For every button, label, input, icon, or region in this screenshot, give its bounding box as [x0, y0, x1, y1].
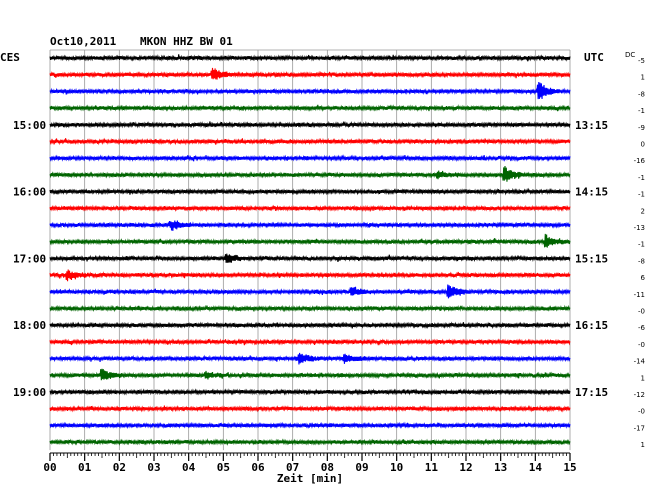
seismic-trace	[49, 154, 571, 162]
right-time-labels: 13:15 14:15 15:15 16:15 17:15	[575, 119, 608, 399]
dc-label: DC	[625, 51, 635, 59]
seismic-trace	[49, 220, 571, 231]
time-grid	[49, 49, 571, 451]
dc-offset-label: 2	[641, 207, 645, 215]
left-timezone-label: CES	[0, 51, 20, 64]
seismic-trace	[49, 204, 571, 213]
chart-station: MKON HHZ BW 01	[140, 35, 233, 48]
left-time-label: 18:00	[13, 319, 46, 332]
x-tick-label: 03	[147, 461, 160, 474]
right-time-label: 16:15	[575, 319, 608, 332]
dc-offset-label: -17	[634, 424, 645, 432]
left-time-label: 15:00	[13, 119, 46, 132]
x-tick-label: 09	[355, 461, 368, 474]
x-tick-label: 12	[459, 461, 472, 474]
x-axis: 00 01 02 03 04 05 06 07 08 09 10 11 12 13 14 15	[43, 452, 577, 474]
seismic-trace	[49, 352, 571, 365]
dc-offset-label: -11	[634, 291, 645, 299]
seismic-trace	[49, 421, 571, 430]
dc-offset-label: -9	[638, 124, 645, 132]
seismic-trace	[49, 187, 571, 196]
dc-offset-label: -8	[638, 90, 645, 98]
left-time-label: 19:00	[13, 386, 46, 399]
left-time-label: 16:00	[13, 186, 46, 199]
dc-offset-label: 1	[641, 441, 645, 449]
x-axis-title: Zeit [min]	[277, 472, 343, 485]
dc-offset-label: -1	[638, 107, 645, 115]
dc-offset-labels: -51-8-1-90-16-1-12-13-1-86-11-0-6-0-141-…	[634, 57, 646, 449]
dc-offset-label: -1	[638, 174, 645, 182]
dc-offset-label: 1	[641, 374, 645, 382]
seismic-trace	[49, 120, 571, 129]
dc-offset-label: 0	[641, 141, 645, 149]
x-tick-label: 15	[563, 461, 576, 474]
seismic-trace	[49, 284, 571, 299]
x-tick-label: 14	[529, 461, 543, 474]
seismic-trace	[49, 67, 571, 80]
seismic-trace	[49, 404, 571, 413]
x-tick-label: 04	[182, 461, 196, 474]
seismic-trace	[49, 321, 571, 330]
seismic-trace	[49, 166, 571, 182]
x-tick-label: 00	[43, 461, 56, 474]
seismic-trace	[49, 438, 571, 446]
right-time-label: 15:15	[575, 252, 608, 265]
x-tick-label: 07	[286, 461, 299, 474]
x-tick-label: 05	[217, 461, 230, 474]
dc-offset-label: -13	[634, 224, 645, 232]
right-timezone-label: UTC	[584, 51, 604, 64]
seismic-trace	[49, 304, 571, 313]
seismic-trace	[49, 269, 571, 282]
dc-offset-label: 1	[641, 74, 645, 82]
x-tick-label: 11	[425, 461, 439, 474]
dc-offset-label: -0	[638, 341, 645, 349]
dc-offset-label: -12	[634, 391, 645, 399]
x-tick-label: 10	[390, 461, 403, 474]
seismic-trace	[49, 388, 571, 396]
x-tick-label: 13	[494, 461, 507, 474]
x-tick-label: 02	[113, 461, 126, 474]
dc-offset-label: -6	[638, 324, 646, 332]
x-tick-label: 06	[251, 461, 265, 474]
chart-date: Oct10,2011	[50, 35, 117, 48]
seismic-trace	[49, 54, 571, 62]
right-time-label: 14:15	[575, 186, 608, 199]
dc-offset-label: -8	[638, 257, 645, 265]
right-time-label: 13:15	[575, 119, 608, 132]
dc-offset-label: -1	[638, 241, 645, 249]
left-time-label: 17:00	[13, 252, 46, 265]
dc-offset-label: -5	[638, 57, 645, 65]
dc-offset-label: -0	[638, 408, 645, 416]
seismic-trace	[49, 253, 571, 263]
dc-offset-label: -0	[638, 308, 645, 316]
dc-offset-label: -16	[634, 157, 646, 165]
seismic-trace	[49, 368, 571, 381]
seismic-trace	[49, 338, 571, 346]
dc-offset-label: -1	[638, 191, 645, 199]
x-tick-label: 01	[78, 461, 92, 474]
trace-group	[49, 54, 571, 446]
right-time-label: 17:15	[575, 386, 608, 399]
x-tick-label: 08	[321, 461, 334, 474]
dc-offset-label: 6	[641, 274, 646, 282]
seismic-trace	[49, 81, 571, 100]
seismic-trace	[49, 137, 571, 146]
left-time-labels: 15:00 16:00 17:00 18:00 19:00	[13, 119, 46, 399]
seismic-trace	[49, 233, 571, 248]
seismic-trace	[49, 104, 571, 112]
dc-offset-label: -14	[634, 358, 646, 366]
